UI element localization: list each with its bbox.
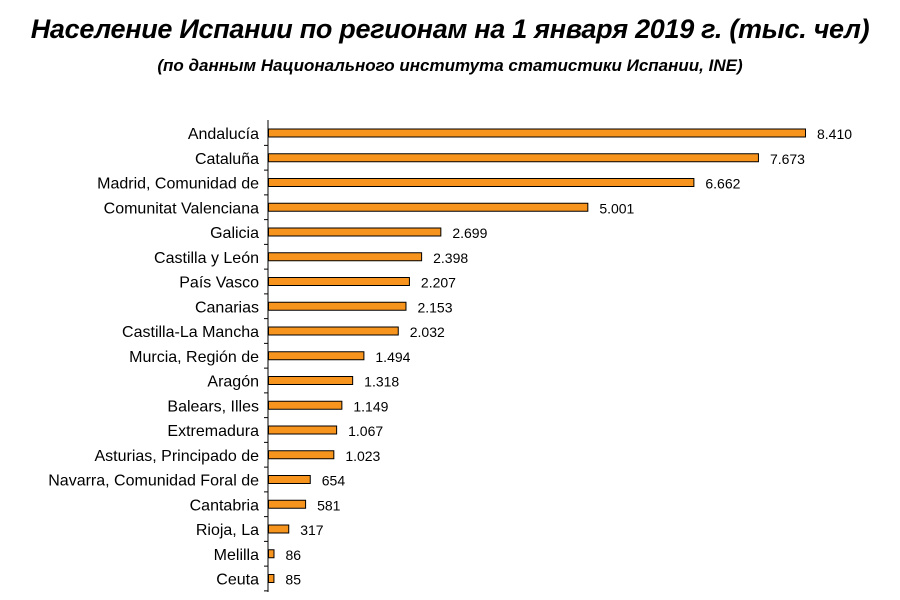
bar xyxy=(268,549,275,559)
value-label: 85 xyxy=(285,572,301,588)
value-label: 2.032 xyxy=(410,324,445,340)
bar xyxy=(268,400,343,410)
bar xyxy=(268,128,806,138)
value-label: 8.410 xyxy=(817,126,852,142)
bar xyxy=(268,277,410,286)
bar xyxy=(268,475,311,484)
value-label: 317 xyxy=(300,522,324,538)
bar xyxy=(268,499,307,509)
bar xyxy=(268,326,399,336)
category-label: Castilla-La Mancha xyxy=(122,324,259,341)
category-label: Cataluña xyxy=(195,151,259,168)
category-label: Aragón xyxy=(207,374,259,391)
value-label: 654 xyxy=(322,473,346,489)
bar xyxy=(268,450,335,460)
value-label: 2.398 xyxy=(433,250,468,266)
bar xyxy=(268,574,275,583)
bar xyxy=(268,524,290,534)
category-label: Ceuta xyxy=(216,572,259,589)
category-label: Balears, Illes xyxy=(167,398,259,415)
category-label: Canarias xyxy=(195,299,259,316)
bar xyxy=(268,153,759,163)
category-label: País Vasco xyxy=(179,275,259,292)
bar xyxy=(268,227,442,237)
bar xyxy=(268,351,365,361)
bar xyxy=(268,178,695,187)
bar xyxy=(268,202,589,212)
category-label: Murcia, Región de xyxy=(129,349,259,366)
value-label: 86 xyxy=(285,547,301,563)
category-label: Galicia xyxy=(210,225,259,242)
category-label: Castilla y León xyxy=(154,250,259,267)
value-label: 7.673 xyxy=(770,151,805,167)
value-label: 1.149 xyxy=(353,398,388,414)
bar xyxy=(268,252,423,262)
category-label: Asturias, Principado de xyxy=(94,448,259,465)
value-label: 1.494 xyxy=(375,349,410,365)
bar xyxy=(268,376,354,385)
category-label: Comunitat Valenciana xyxy=(104,200,259,217)
category-label: Melilla xyxy=(214,547,259,564)
chart-subtitle: (по данным Национального института стати… xyxy=(157,56,743,75)
category-label: Andalucía xyxy=(188,126,259,143)
value-label: 581 xyxy=(317,497,341,513)
category-label: Extremadura xyxy=(167,423,259,440)
value-label: 1.067 xyxy=(348,423,383,439)
category-label: Cantabria xyxy=(190,497,259,514)
chart-title: Население Испании по регионам на 1 январ… xyxy=(30,14,870,44)
bar xyxy=(268,425,338,435)
value-label: 2.153 xyxy=(417,299,452,315)
value-label: 2.207 xyxy=(421,275,456,291)
bar xyxy=(268,301,407,311)
value-label: 6.662 xyxy=(705,176,740,192)
value-label: 1.318 xyxy=(364,374,399,390)
category-label: Navarra, Comunidad Foral de xyxy=(48,473,259,490)
value-label: 5.001 xyxy=(599,200,634,216)
category-label: Madrid, Comunidad de xyxy=(97,176,259,193)
value-label: 1.023 xyxy=(345,448,380,464)
category-label: Rioja, La xyxy=(196,522,259,539)
value-label: 2.699 xyxy=(452,225,487,241)
